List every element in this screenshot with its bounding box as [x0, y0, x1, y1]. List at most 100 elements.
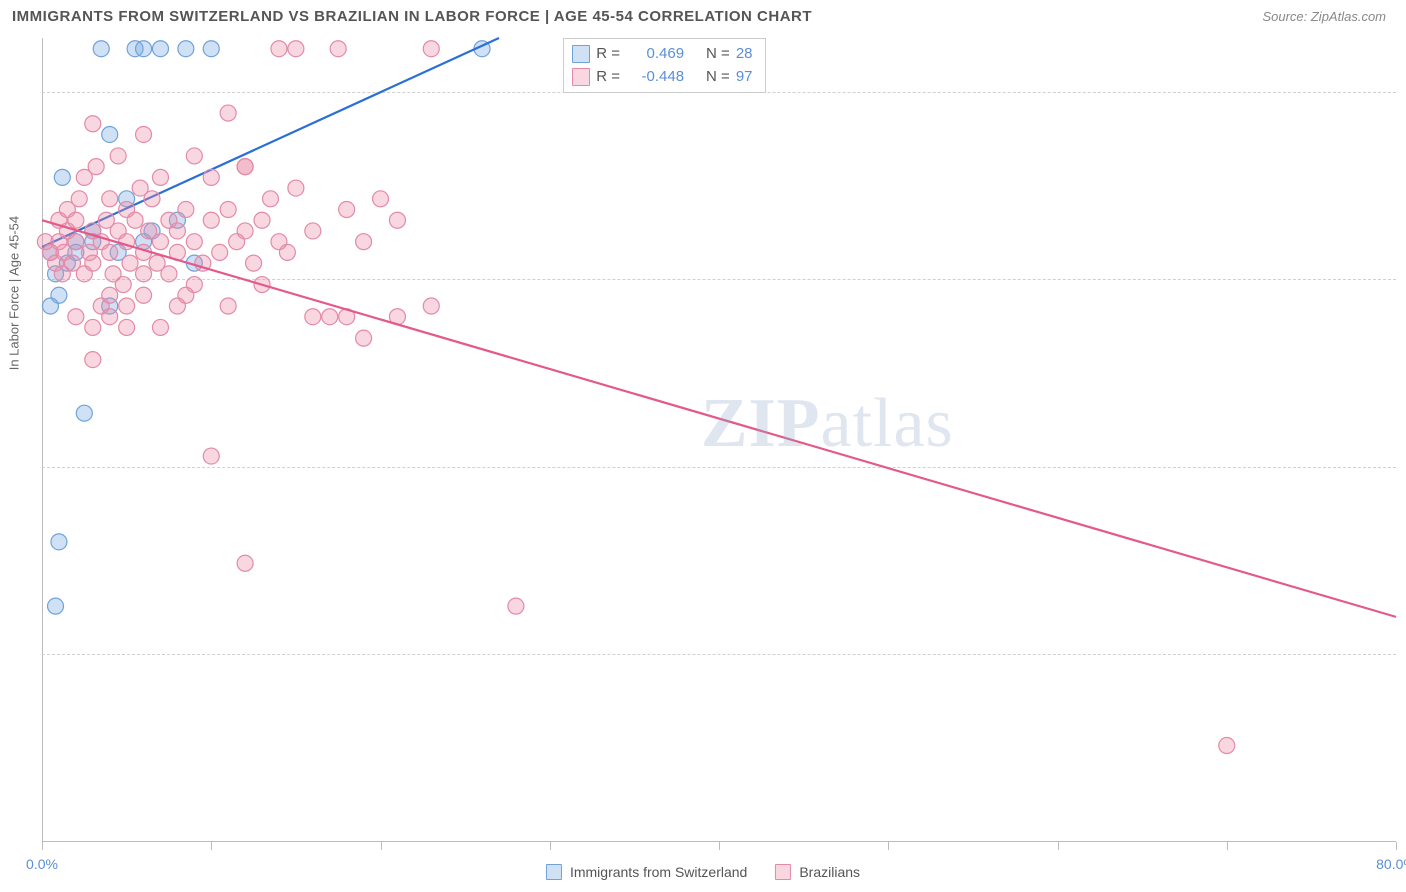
x-tick — [1396, 842, 1397, 850]
scatter-point — [127, 212, 143, 228]
scatter-point — [48, 598, 64, 614]
scatter-point — [115, 277, 131, 293]
stat-n-label: N = — [706, 66, 730, 89]
stats-row: R =-0.448N =97 — [572, 66, 752, 89]
scatter-point — [279, 244, 295, 260]
legend-label: Brazilians — [799, 864, 860, 880]
scatter-point — [88, 159, 104, 175]
scatter-point — [102, 191, 118, 207]
scatter-point — [203, 169, 219, 185]
scatter-point — [203, 448, 219, 464]
x-tick — [1058, 842, 1059, 850]
legend: Immigrants from Switzerland Brazilians — [546, 864, 860, 880]
scatter-point — [136, 126, 152, 142]
scatter-point — [85, 116, 101, 132]
scatter-point — [136, 287, 152, 303]
scatter-point — [339, 202, 355, 218]
chart-header: IMMIGRANTS FROM SWITZERLAND VS BRAZILIAN… — [0, 0, 1406, 31]
scatter-point — [254, 212, 270, 228]
scatter-point — [152, 41, 168, 57]
scatter-point — [85, 319, 101, 335]
legend-label: Immigrants from Switzerland — [570, 864, 747, 880]
scatter-point — [203, 41, 219, 57]
scatter-point — [152, 319, 168, 335]
source-label: Source: ZipAtlas.com — [1262, 9, 1386, 24]
scatter-point — [76, 405, 92, 421]
scatter-point — [161, 266, 177, 282]
y-axis-label: In Labor Force | Age 45-54 — [7, 216, 22, 370]
y-tick-label: 100.0% — [1400, 102, 1406, 118]
scatter-point — [322, 309, 338, 325]
stats-row: R = 0.469 N = 28 — [572, 43, 752, 66]
scatter-point — [136, 266, 152, 282]
stat-n-value: 97 — [736, 66, 753, 89]
scatter-point — [186, 277, 202, 293]
stat-r-label: R = — [596, 43, 620, 66]
scatter-point — [220, 105, 236, 121]
scatter-point — [93, 41, 109, 57]
chart-title: IMMIGRANTS FROM SWITZERLAND VS BRAZILIAN… — [12, 8, 812, 25]
scatter-point — [237, 555, 253, 571]
legend-swatch — [775, 864, 791, 880]
scatter-point — [237, 159, 253, 175]
stat-n-label: N = — [706, 43, 730, 66]
x-tick — [888, 842, 889, 850]
y-tick-label: 82.5% — [1400, 289, 1406, 305]
scatter-point — [288, 180, 304, 196]
scatter-point — [136, 41, 152, 57]
scatter-point — [356, 330, 372, 346]
scatter-point — [71, 191, 87, 207]
scatter-point — [178, 41, 194, 57]
scatter-point — [246, 255, 262, 271]
scatter-point — [288, 41, 304, 57]
scatter-point — [122, 255, 138, 271]
stat-n-value: 28 — [736, 43, 753, 66]
y-tick-label: 47.5% — [1400, 664, 1406, 680]
scatter-point — [305, 223, 321, 239]
scatter-point — [85, 255, 101, 271]
legend-swatch — [572, 45, 590, 63]
scatter-plot — [42, 38, 1396, 842]
scatter-point — [212, 244, 228, 260]
scatter-point — [389, 212, 405, 228]
scatter-point — [68, 309, 84, 325]
scatter-point — [42, 298, 58, 314]
x-tick — [719, 842, 720, 850]
x-tick — [42, 842, 43, 850]
scatter-point — [330, 41, 346, 57]
scatter-point — [186, 148, 202, 164]
scatter-point — [68, 234, 84, 250]
scatter-point — [423, 298, 439, 314]
x-tick-label: 0.0% — [26, 856, 58, 872]
scatter-point — [262, 191, 278, 207]
scatter-point — [1219, 738, 1235, 754]
scatter-point — [186, 234, 202, 250]
chart-area: In Labor Force | Age 45-54 100.0%82.5%65… — [42, 38, 1396, 842]
scatter-point — [51, 534, 67, 550]
stat-r-label: R = — [596, 66, 620, 89]
scatter-point — [220, 202, 236, 218]
x-tick — [381, 842, 382, 850]
scatter-point — [102, 244, 118, 260]
scatter-point — [119, 319, 135, 335]
x-tick — [211, 842, 212, 850]
scatter-point — [152, 234, 168, 250]
scatter-point — [144, 191, 160, 207]
scatter-point — [110, 148, 126, 164]
scatter-point — [305, 309, 321, 325]
correlation-stats-box: R =0.469N =28R =-0.448N =97 — [563, 38, 765, 93]
scatter-point — [169, 223, 185, 239]
y-tick-label: 65.0% — [1400, 477, 1406, 493]
scatter-point — [54, 169, 70, 185]
x-tick-label: 80.0% — [1376, 856, 1406, 872]
scatter-point — [423, 41, 439, 57]
scatter-point — [119, 298, 135, 314]
legend-item: Immigrants from Switzerland — [546, 864, 747, 880]
scatter-point — [508, 598, 524, 614]
stat-r-value: 0.469 — [626, 43, 684, 66]
scatter-point — [220, 298, 236, 314]
scatter-point — [152, 169, 168, 185]
scatter-point — [102, 309, 118, 325]
x-tick — [550, 842, 551, 850]
scatter-point — [102, 287, 118, 303]
